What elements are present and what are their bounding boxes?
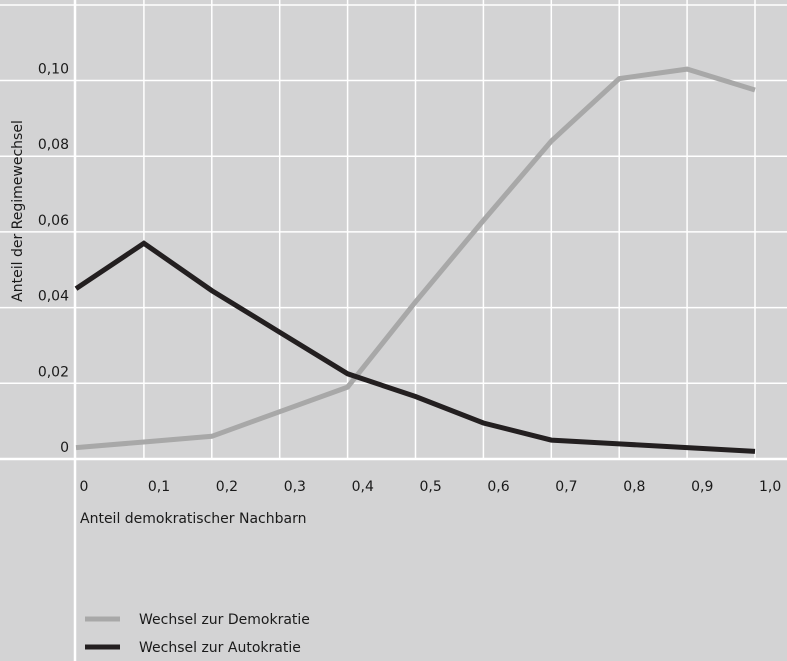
x-tick-label: 0,5 <box>420 479 442 495</box>
x-tick-label: 0,2 <box>216 479 238 495</box>
series-lines <box>74 66 756 454</box>
legend-label: Wechsel zur Autokratie <box>139 640 301 656</box>
x-tick-label: 0,1 <box>148 479 170 495</box>
x-tick-label: 0 <box>80 479 89 495</box>
y-tick-label: 0,08 <box>38 137 69 153</box>
y-tick-label: 0,06 <box>38 213 69 229</box>
y-tick-label: 0,10 <box>38 62 69 78</box>
x-tick-label: 0,7 <box>555 479 577 495</box>
y-tick-labels: 0 0,02 0,04 0,06 0,08 0,10 <box>38 62 69 457</box>
series-line-demokratie <box>75 66 756 451</box>
y-tick-label: 0,04 <box>38 289 69 305</box>
x-tick-label: 0,4 <box>352 479 374 495</box>
x-tick-label: 1,0 <box>759 479 781 495</box>
y-axis-label: Anteil der Regimewechsel <box>10 120 26 302</box>
x-tick-label: 0,8 <box>623 479 645 495</box>
y-tick-label: 0,02 <box>38 364 69 380</box>
x-tick-label: 0,3 <box>284 479 306 495</box>
legend: Wechsel zur Demokratie Wechsel zur Autokr… <box>85 612 310 656</box>
y-tick-label: 0 <box>60 440 69 456</box>
x-tick-label: 0,9 <box>691 479 713 495</box>
series-line-autokratie <box>74 240 756 454</box>
legend-label: Wechsel zur Demokratie <box>139 612 310 628</box>
x-axis-label: Anteil demokratischer Nachbarn <box>80 511 306 527</box>
x-tick-labels: 0 0,1 0,2 0,3 0,4 0,5 0,6 0,7 0,8 0,9 1,0 <box>80 479 782 495</box>
x-tick-label: 0,6 <box>487 479 509 495</box>
grid-lines <box>0 0 787 461</box>
